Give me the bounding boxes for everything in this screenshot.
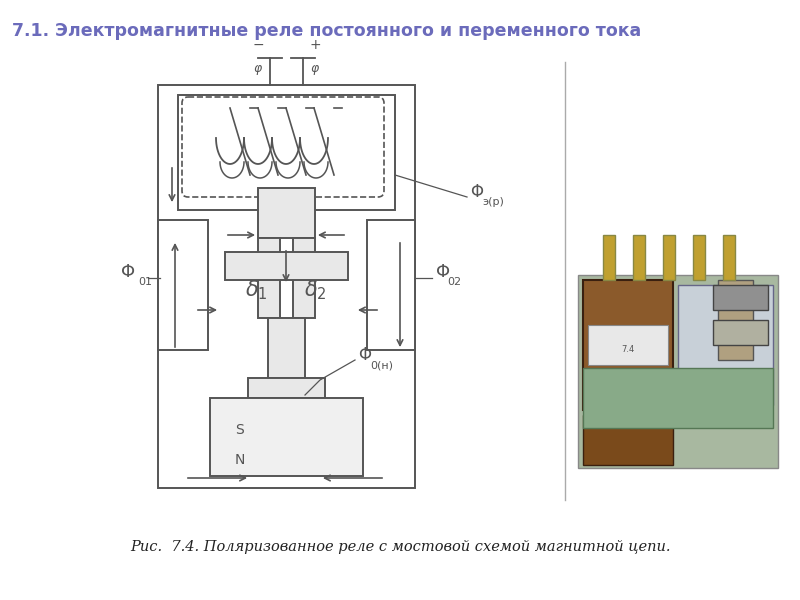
Text: $\Phi$: $\Phi$ <box>121 263 135 281</box>
Text: S: S <box>236 423 244 437</box>
Text: э(р): э(р) <box>482 197 504 207</box>
Bar <box>583 415 673 465</box>
Bar <box>367 220 415 350</box>
Bar <box>210 398 363 476</box>
Text: 01: 01 <box>138 277 152 287</box>
Text: $\delta_1$: $\delta_1$ <box>245 278 267 302</box>
Text: φ: φ <box>311 62 319 75</box>
Text: −: − <box>252 38 264 52</box>
Bar <box>678 285 773 405</box>
Bar <box>588 325 668 365</box>
Bar <box>603 235 615 280</box>
Bar <box>723 235 735 280</box>
Bar <box>578 275 778 468</box>
Bar <box>258 188 315 238</box>
Text: N: N <box>235 453 245 467</box>
Bar <box>583 280 673 410</box>
Text: φ: φ <box>254 62 262 75</box>
Bar <box>258 238 280 318</box>
Bar <box>713 320 768 345</box>
Bar <box>633 235 645 280</box>
Bar <box>158 220 208 350</box>
Bar <box>248 378 325 398</box>
Bar <box>663 235 675 280</box>
Text: 7.1. Электромагнитные реле постоянного и переменного тока: 7.1. Электромагнитные реле постоянного и… <box>12 22 642 40</box>
Text: $\Phi$: $\Phi$ <box>358 346 372 364</box>
Bar <box>225 252 348 280</box>
Text: $\delta_2$: $\delta_2$ <box>304 278 326 302</box>
Bar <box>713 285 768 310</box>
Bar <box>268 318 305 378</box>
Text: $\Phi$: $\Phi$ <box>435 263 450 281</box>
Text: 7.4: 7.4 <box>622 346 634 355</box>
Text: Рис.  7.4. Поляризованное реле с мостовой схемой магнитной цепи.: Рис. 7.4. Поляризованное реле с мостовой… <box>130 540 670 554</box>
Text: 0(н): 0(н) <box>370 360 393 370</box>
Bar <box>718 280 753 360</box>
Bar <box>693 235 705 280</box>
Bar <box>158 85 415 488</box>
Text: $\Phi$: $\Phi$ <box>470 183 484 201</box>
Bar <box>293 238 315 318</box>
Bar <box>583 368 773 428</box>
Bar <box>178 95 395 210</box>
Text: +: + <box>309 38 321 52</box>
Text: 02: 02 <box>447 277 461 287</box>
